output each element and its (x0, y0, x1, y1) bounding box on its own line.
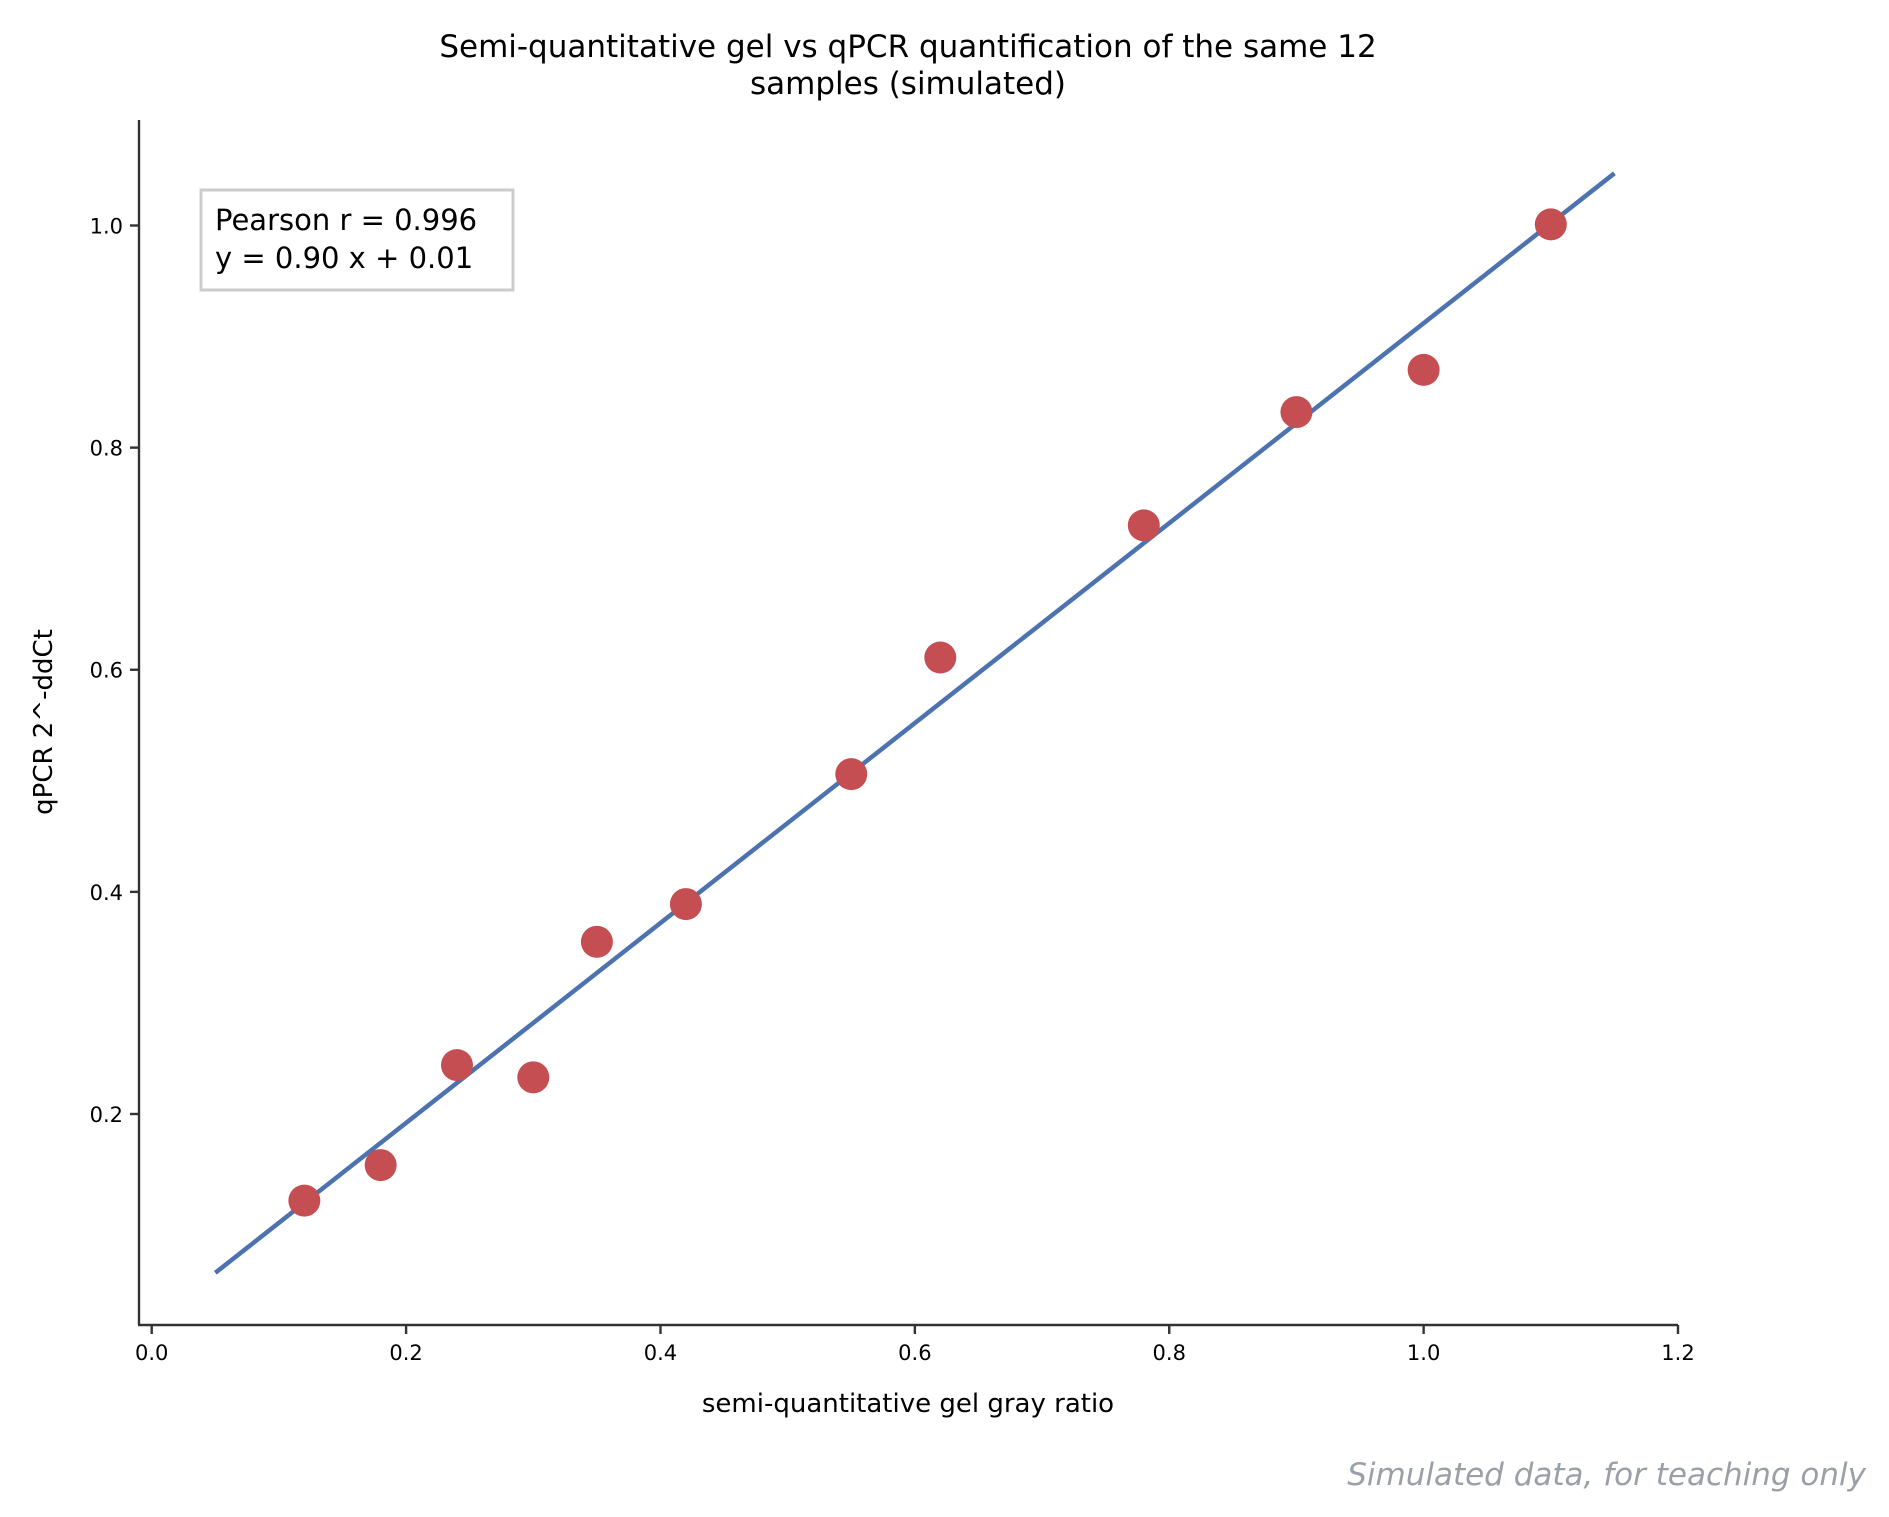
scatter-point (1127, 509, 1160, 542)
chart-title-line-2: samples (simulated) (750, 66, 1066, 102)
x-tick-label: 1.2 (1661, 1341, 1694, 1365)
scatter-point (440, 1049, 473, 1082)
scatter-point (835, 758, 868, 791)
x-tick-label: 1.0 (1407, 1341, 1440, 1365)
y-tick-label: 1.0 (90, 215, 123, 239)
scatter-point (1534, 208, 1567, 241)
x-ticks: 0.0 0.2 0.4 0.6 0.8 1.0 1.2 (135, 1325, 1695, 1365)
y-tick-label: 0.8 (90, 437, 123, 461)
regression-line (213, 171, 1616, 1275)
fit-equation-text: y = 0.90 x + 0.01 (215, 241, 473, 275)
x-axis-label: semi-quantitative gel gray ratio (702, 1389, 1114, 1419)
y-axis-label: qPCR 2^-ddCt (29, 629, 59, 815)
x-tick-label: 0.8 (1153, 1341, 1186, 1365)
y-tick-label: 0.2 (90, 1103, 123, 1127)
y-tick-label: 0.4 (90, 881, 123, 905)
x-tick-label: 0.0 (135, 1341, 168, 1365)
scatter-point (1407, 353, 1440, 386)
x-tick-label: 0.4 (644, 1341, 677, 1365)
stats-annotation-box (199, 188, 515, 292)
x-tick-label: 0.6 (898, 1341, 931, 1365)
fit-line-layer (213, 171, 1616, 1275)
scatter-point (1280, 396, 1313, 429)
x-tick-label: 0.2 (389, 1341, 422, 1365)
scatter-point (364, 1149, 397, 1182)
scatter-point (924, 641, 957, 674)
chart-title-line-1: Semi-quantitative gel vs qPCR quantifica… (439, 29, 1376, 65)
watermark-text: Simulated data, for teaching only (1347, 1457, 1866, 1493)
scatter-point (580, 925, 613, 958)
y-ticks: 0.2 0.4 0.6 0.8 1.0 (90, 215, 139, 1127)
pearson-r-text: Pearson r = 0.996 (215, 203, 477, 237)
y-tick-label: 0.6 (90, 659, 123, 683)
points-layer (288, 208, 1567, 1217)
scatter-point (517, 1061, 550, 1094)
scatter-point (669, 888, 702, 921)
scatter-point (288, 1184, 321, 1217)
